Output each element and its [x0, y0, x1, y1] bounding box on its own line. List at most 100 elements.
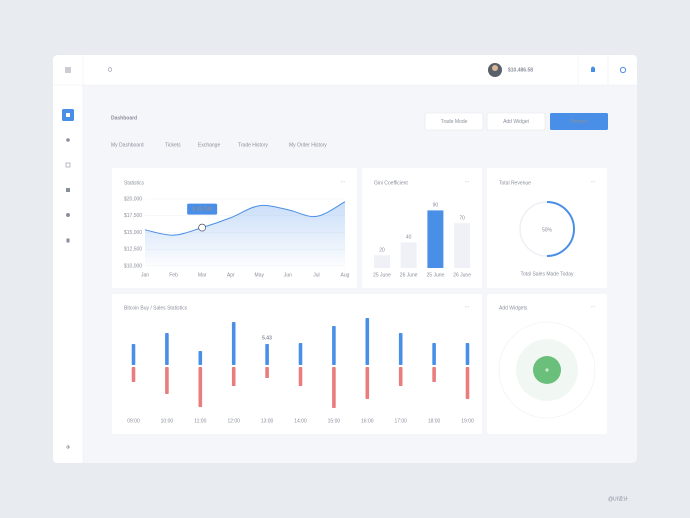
x-tick-label: 09:00 — [127, 418, 140, 424]
balance: $10,486.58 — [508, 67, 533, 73]
more-menu[interactable]: ··· — [591, 304, 596, 310]
menu-icon[interactable] — [65, 67, 71, 73]
card — [362, 168, 482, 288]
bar — [454, 223, 471, 268]
logout-icon[interactable] — [66, 444, 70, 450]
x-tick-label: 25 June — [373, 272, 391, 278]
nav-icon[interactable] — [65, 162, 71, 168]
bar — [265, 367, 269, 378]
x-tick-label: 26 June — [453, 272, 471, 278]
sidebar — [53, 85, 83, 463]
button-label: Add Widget — [503, 119, 529, 125]
card-title: Gini Coefficient — [374, 180, 408, 186]
nav-icon[interactable] — [66, 188, 70, 192]
bar — [365, 318, 370, 365]
y-tick-label: $20,000 — [124, 196, 142, 202]
nav-icons — [65, 138, 71, 450]
more-menu[interactable]: ··· — [341, 179, 346, 185]
bar — [427, 210, 444, 268]
bar — [400, 242, 417, 268]
top-bar — [53, 55, 637, 85]
bar — [131, 367, 136, 382]
nav-icon[interactable] — [66, 238, 70, 243]
search-icon[interactable] — [107, 67, 113, 72]
x-tick-label: Feb — [169, 272, 178, 278]
bar — [432, 343, 436, 365]
tooltip — [187, 203, 218, 215]
widget-ring — [498, 321, 596, 419]
bar — [298, 367, 303, 386]
bell-icon[interactable] — [591, 66, 595, 73]
card-title: Add Widgets — [499, 305, 528, 311]
more-menu[interactable]: ··· — [465, 304, 470, 310]
annotation: 5.43 — [262, 335, 272, 341]
x-tick-label: 11:00 — [194, 418, 206, 424]
bar — [398, 333, 403, 365]
bar — [465, 367, 470, 399]
data-label: 90 — [433, 203, 439, 209]
card-title: Bitcoin Buy / Sales Statistics — [124, 305, 188, 311]
x-tick-label: Jan — [141, 272, 149, 278]
x-tick-label: Apr — [227, 272, 235, 278]
more-menu[interactable]: ··· — [591, 179, 596, 185]
nav-icon[interactable] — [66, 213, 70, 217]
tooltip-label: $ 15,730 — [192, 206, 212, 212]
nav-icon[interactable] — [66, 138, 70, 142]
bar — [298, 343, 303, 365]
bar — [465, 343, 470, 365]
bar — [198, 367, 203, 407]
x-tick-label: May — [255, 272, 265, 278]
bar — [332, 367, 336, 408]
bar — [198, 351, 203, 365]
data-label: 40 — [406, 235, 412, 241]
bar — [398, 367, 403, 386]
tab: Tickets — [165, 142, 181, 148]
x-tick-label: Aug — [341, 272, 350, 278]
x-tick-label: Jun — [284, 272, 292, 278]
bar — [265, 344, 269, 365]
x-tick-label: 25 June — [427, 272, 445, 278]
button-label: Deposit — [571, 119, 589, 125]
bar — [231, 322, 236, 365]
button-label: Trade Mode — [441, 119, 468, 125]
button[interactable] — [550, 113, 608, 130]
ring-progress — [546, 201, 575, 257]
bar — [332, 326, 336, 365]
x-tick-label: 17:00 — [394, 418, 407, 424]
bar — [374, 255, 390, 268]
data-label: 70 — [459, 216, 465, 222]
card-title: Total Revenue — [499, 180, 531, 186]
plus-icon — [545, 368, 549, 372]
avatar-face — [492, 65, 498, 71]
x-tick-label: 19:00 — [461, 418, 474, 424]
bar — [365, 367, 370, 399]
y-tick-label: $10,000 — [124, 263, 142, 269]
tab: My Order History — [289, 142, 327, 148]
x-tick-label: 16:00 — [361, 418, 374, 424]
tab: My Dashboard — [111, 142, 144, 148]
card — [112, 294, 482, 434]
card-title: Statistics — [124, 180, 145, 186]
nav-icon-glyph — [66, 113, 70, 117]
settings-icon[interactable] — [619, 66, 627, 74]
ring-label: 50% — [542, 227, 553, 233]
x-tick-label: 12:00 — [227, 418, 240, 424]
card — [487, 168, 607, 288]
caption: Total Sales Made Today — [521, 271, 574, 277]
y-tick-label: $12,500 — [124, 247, 142, 253]
x-tick-label: 18:00 — [428, 418, 441, 424]
line — [144, 201, 346, 236]
data-label: 20 — [379, 248, 385, 254]
point — [198, 223, 206, 232]
more-menu[interactable]: ··· — [465, 179, 470, 185]
x-tick-label: Jul — [313, 272, 319, 278]
area — [145, 201, 345, 266]
button[interactable] — [424, 112, 484, 131]
button[interactable] — [486, 112, 546, 131]
watermark: @UI设计 — [608, 495, 628, 502]
bar — [131, 344, 136, 365]
bar — [165, 367, 169, 394]
bar — [165, 333, 169, 365]
